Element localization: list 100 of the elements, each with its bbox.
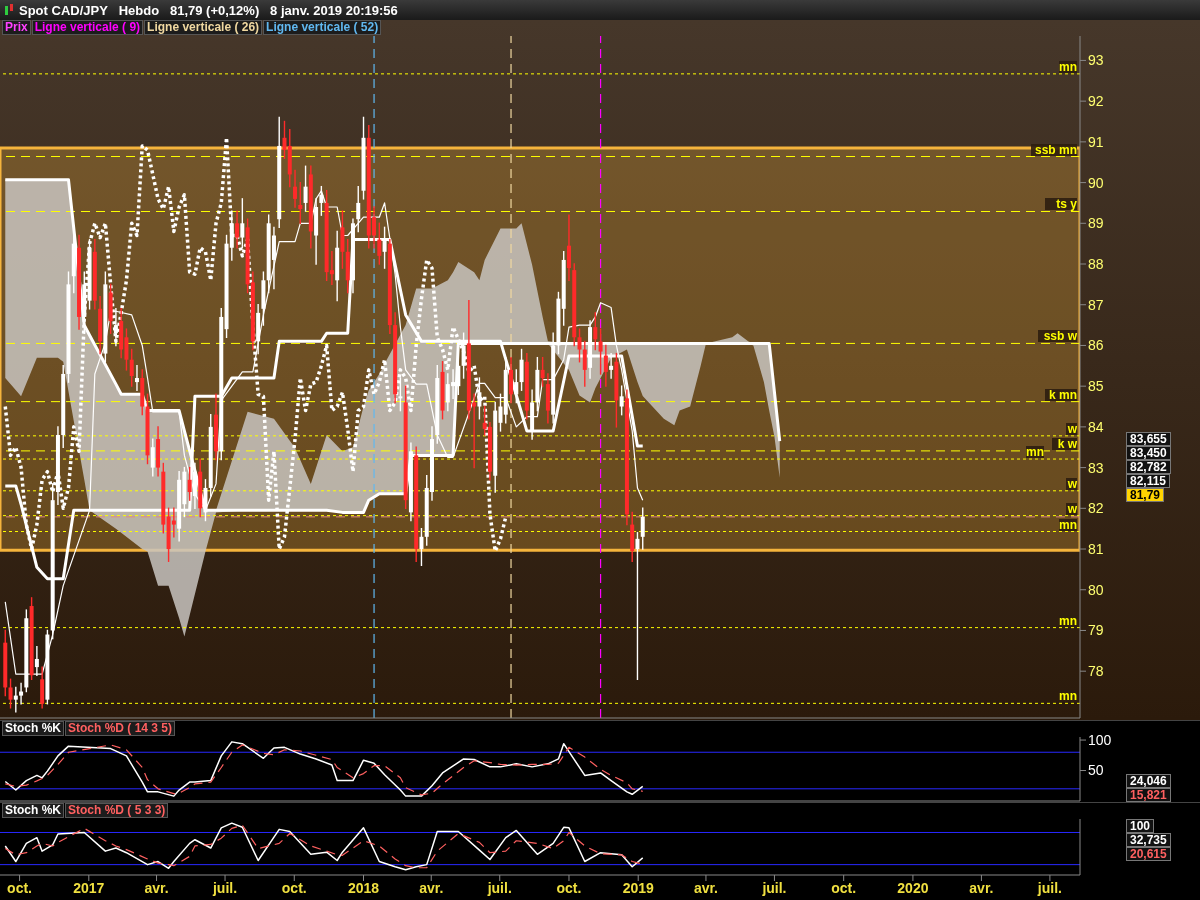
x-tick-label: avr. — [969, 879, 994, 896]
x-tick-label: 2018 — [347, 879, 380, 896]
x-tick-label: 2017 — [73, 879, 105, 896]
x-tick-label: juil. — [1036, 879, 1062, 896]
text: 32,735 — [1126, 833, 1171, 847]
text: 82,782 — [1126, 459, 1171, 474]
candlestick — [377, 222, 382, 265]
candlestick — [603, 344, 608, 387]
candlestick — [150, 438, 155, 477]
ref-line-label: w — [1066, 501, 1077, 516]
y-tick-label: 83 — [1088, 459, 1104, 476]
ref-line-label: mn — [1059, 613, 1077, 628]
candlestick — [477, 377, 482, 420]
y-tick-label: 89 — [1088, 215, 1104, 232]
candlestick — [19, 682, 24, 705]
x-tick-label: avr. — [693, 879, 719, 896]
candlestick — [240, 198, 245, 249]
ref-line-label: k mn — [1045, 387, 1077, 402]
legend-title: Prix — [2, 20, 31, 35]
text: 24,046 — [1126, 774, 1171, 788]
y-tick-label: 82 — [1088, 500, 1104, 517]
series-label: Stoch %D ( 5 3 3) — [65, 803, 169, 818]
x-tick-label: avr. — [144, 879, 169, 896]
candlestick — [187, 466, 192, 501]
y-tick-label: 79 — [1088, 622, 1104, 639]
y-tick-label: 92 — [1088, 93, 1104, 110]
candlestick — [619, 385, 624, 416]
text: 81,79 — [1126, 487, 1165, 502]
ref-line-label: mn — [1059, 59, 1077, 74]
ref-line-label: k w — [1052, 436, 1077, 451]
x-tick-label: avr. — [419, 879, 444, 896]
text: 20,615 — [1126, 847, 1171, 861]
ref-line-label: ts y — [1045, 197, 1077, 212]
candlestick — [598, 328, 603, 375]
x-tick-label: juil. — [486, 879, 512, 896]
candlestick — [87, 238, 92, 310]
x-tick-label: oct. — [556, 879, 582, 896]
y-tick-label: 90 — [1088, 174, 1104, 191]
text: 100 — [1126, 819, 1155, 833]
candlestick — [13, 686, 18, 713]
candlestick — [8, 678, 13, 709]
candlestick — [293, 169, 298, 208]
x-tick-label: 2019 — [622, 879, 654, 896]
candlestick — [519, 348, 524, 391]
y-tick-label: 84 — [1088, 418, 1104, 435]
candlestick — [514, 369, 519, 404]
candlestick — [134, 365, 139, 391]
y-tick-label: 88 — [1088, 255, 1104, 272]
candlestick — [419, 527, 424, 567]
y-tick-label: 86 — [1088, 337, 1104, 354]
y-tick-label: 87 — [1088, 296, 1104, 313]
ref-line-label: Ligne verticale ( 26) — [144, 20, 263, 35]
candlestick — [282, 120, 287, 159]
text: 82,115 — [1126, 473, 1171, 488]
ref-line-label: w — [1066, 476, 1077, 491]
chart-subtitle: Hebdo 81,79 (+0,12%) 8 janv. 2019 20:19:56 — [118, 2, 398, 18]
candlestick — [303, 165, 308, 212]
y-tick-label: 81 — [1088, 541, 1104, 557]
candlestick — [635, 532, 640, 681]
y-tick-label: 100 — [1088, 732, 1112, 749]
ref-line-label: w — [1066, 421, 1077, 436]
series-label: Stoch %K — [2, 721, 65, 736]
candlestick — [577, 328, 582, 363]
candlestick — [582, 340, 587, 387]
ref-line-label: Ligne verticale ( 52) — [263, 20, 382, 35]
ref-line-label: ssb mn — [1031, 142, 1077, 157]
text: 83,655 — [1126, 431, 1171, 446]
x-tick-label: oct. — [7, 879, 33, 896]
text: 83,450 — [1126, 445, 1171, 460]
y-tick-label: 93 — [1088, 52, 1104, 69]
ref-line-label: Ligne verticale ( 9) — [31, 20, 144, 35]
candlestick — [298, 181, 303, 224]
chart-title: Spot CAD/JPY — [19, 2, 108, 18]
candlestick — [640, 507, 645, 550]
candlestick — [113, 308, 118, 347]
ref-line-label: mn — [1059, 517, 1077, 532]
y-tick-label: 50 — [1088, 762, 1104, 779]
candlestick — [609, 352, 614, 379]
x-tick-label: 2020 — [897, 879, 929, 896]
candlestick — [129, 348, 134, 387]
ref-line-label: mn — [1026, 445, 1044, 460]
candlestick — [398, 377, 403, 412]
x-tick-label: oct. — [831, 879, 857, 896]
y-tick-label: 91 — [1088, 133, 1104, 150]
candlestick — [566, 214, 571, 281]
x-tick-label: juil. — [761, 879, 787, 896]
candlestick — [540, 356, 545, 387]
text: 15,821 — [1126, 788, 1171, 802]
ref-line-label: mn — [1059, 689, 1077, 704]
series-label: Stoch %D ( 14 3 5) — [65, 721, 176, 736]
candlestick — [82, 271, 87, 334]
candlestick — [235, 210, 240, 249]
y-tick-label: 85 — [1088, 378, 1104, 395]
y-tick-label: 80 — [1088, 581, 1104, 598]
candlestick — [593, 312, 598, 351]
y-tick-label: 78 — [1088, 663, 1104, 680]
candlestick — [461, 332, 466, 379]
series-label: Stoch %K — [2, 803, 65, 818]
x-tick-label: juil. — [211, 879, 238, 896]
x-tick-label: oct. — [281, 879, 307, 896]
